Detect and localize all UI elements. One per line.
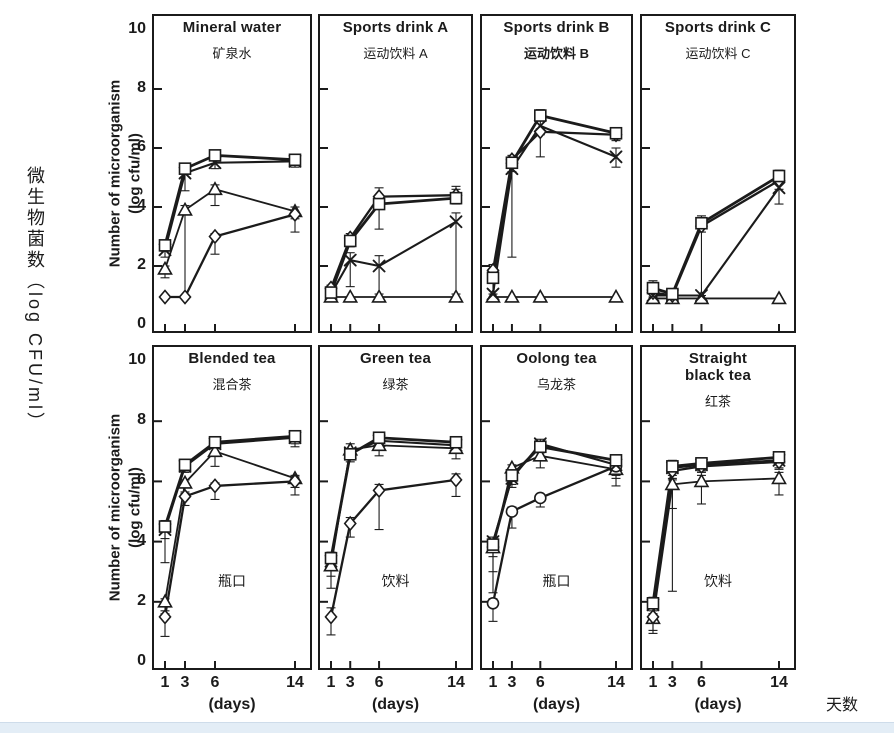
panel-sports-drink-c: Sports drink C 运动饮料 C	[640, 14, 796, 333]
plot-area	[154, 420, 303, 668]
y-tick-label: 10	[128, 20, 146, 37]
panel-subtitle: 乌龙茶	[536, 377, 576, 392]
y-tick-label: 0	[137, 315, 146, 332]
x-tick-label: 1	[326, 674, 336, 691]
x-tick-label: 6	[697, 674, 706, 691]
y-tick-label: 8	[137, 411, 146, 429]
panel-sports-drink-a: Sports drink A 运动饮料 A	[318, 14, 473, 333]
x-tick-label: 1	[160, 674, 170, 691]
x-tick-label: 3	[667, 674, 677, 691]
panel-mineral-water: Mineral water 矿泉水	[152, 14, 312, 333]
panel-title: Green tea	[360, 350, 431, 367]
y-tick-label: 8	[137, 79, 146, 96]
x-tick-label: 14	[770, 674, 788, 691]
panel-subtitle: 运动饮料 B	[523, 46, 589, 61]
panel-subtitle: 运动饮料 C	[685, 46, 751, 61]
x-tick-label: 14	[286, 674, 304, 691]
x-tick-label: 3	[180, 674, 190, 691]
panel-subtitle: 混合茶	[212, 377, 252, 392]
panel-annotation: 瓶口	[542, 573, 571, 590]
x-axis-unit-label: (days)	[694, 696, 742, 713]
plot-area	[154, 88, 303, 331]
y-tick-label: 0	[137, 652, 146, 669]
x-axis-unit-label: (days)	[371, 696, 420, 713]
panel-title: Sports drink C	[664, 19, 772, 36]
panel-oolong-tea: Oolong tea 乌龙茶 瓶口	[480, 345, 633, 670]
plot-area	[642, 88, 787, 331]
x-tick-label: 6	[535, 674, 545, 691]
plot-area	[642, 420, 787, 668]
panel-annotation: 瓶口	[218, 573, 246, 590]
panel-title: Straight black tea	[684, 350, 751, 385]
x-tick-label: 1	[488, 674, 498, 691]
x-tick-label: 6	[374, 674, 384, 691]
y-tick-label: 4	[137, 531, 146, 549]
y-tick-label: 10	[128, 351, 146, 368]
panel-title: Sports drink B	[503, 19, 610, 36]
panel-title: Blended tea	[188, 350, 276, 367]
panel-blended-tea: Blended tea 混合茶 瓶口	[152, 345, 312, 670]
x-axis-unit-label: (days)	[208, 696, 256, 713]
x-tick-label: 6	[210, 674, 220, 691]
x-axis-unit-label: (days)	[532, 696, 581, 713]
x-tick-label: 3	[507, 674, 517, 691]
panel-annotation: 饮料	[704, 573, 732, 590]
x-tick-label: 1	[648, 674, 658, 691]
x-tick-label: 14	[607, 674, 625, 691]
panel-title: Oolong tea	[516, 350, 597, 367]
panel-title: Sports drink A	[342, 19, 449, 36]
panel-title: Mineral water	[182, 19, 282, 36]
panel-subtitle: 绿茶	[382, 377, 409, 392]
y-tick-label: 4	[137, 197, 146, 214]
bottom-scroll-strip	[0, 722, 894, 733]
plot-area	[482, 420, 624, 668]
plot-area	[320, 420, 464, 668]
y-tick-label: 2	[137, 591, 146, 609]
y-axis-label-chinese: 微生物菌数（log CFU/ml）	[25, 166, 45, 434]
panel-straight-black-tea: Straight black tea 红茶 饮料	[640, 345, 796, 670]
y-tick-label: 6	[137, 471, 146, 489]
x-tick-label: 3	[345, 674, 355, 691]
panel-subtitle: 红茶	[704, 394, 731, 409]
panel-sports-drink-b: Sports drink B 运动饮料 B	[480, 14, 633, 333]
panel-green-tea: Green tea 绿茶 饮料	[318, 345, 473, 670]
panel-subtitle: 运动饮料 A	[363, 46, 428, 61]
y-tick-label: 6	[137, 138, 146, 155]
y-tick-label: 2	[137, 256, 146, 273]
panel-annotation: 饮料	[381, 573, 410, 590]
x-tick-label: 14	[447, 674, 465, 691]
plot-area	[320, 88, 464, 331]
plot-area	[482, 88, 624, 331]
panel-subtitle: 矿泉水	[212, 46, 252, 61]
x-axis-label-chinese: 天数	[826, 697, 859, 714]
